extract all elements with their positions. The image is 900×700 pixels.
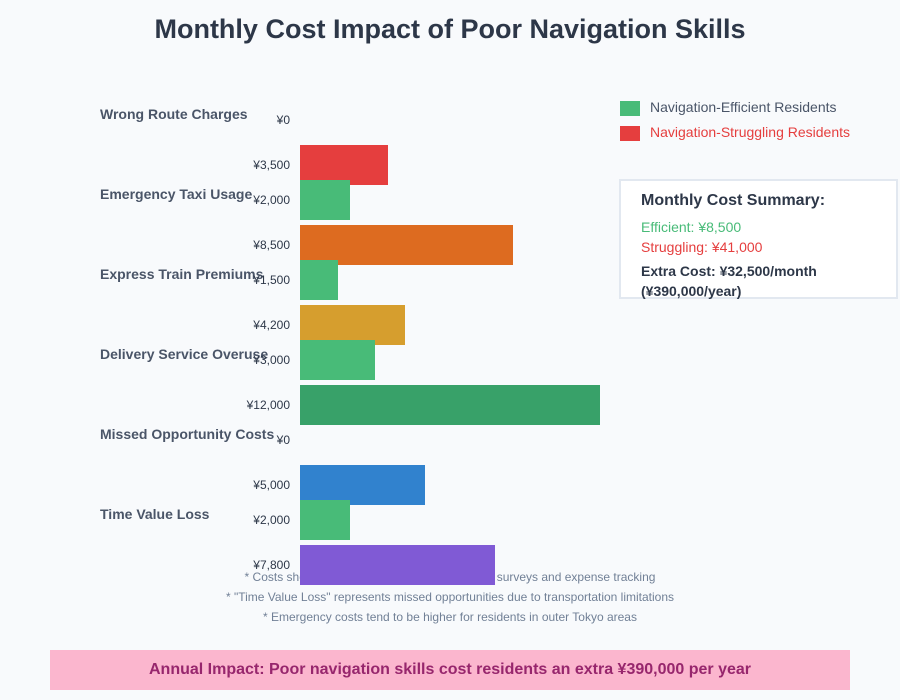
legend-label-efficient: Navigation-Efficient Residents [650, 99, 837, 115]
value-label: ¥2,000 [253, 513, 290, 527]
chart-title: Monthly Cost Impact of Poor Navigation S… [154, 14, 746, 44]
summary-struggling: Struggling: ¥41,000 [641, 239, 763, 255]
value-label: ¥5,000 [253, 478, 290, 492]
value-label: ¥12,000 [246, 398, 290, 412]
bar-struggling [300, 305, 405, 345]
value-label: ¥0 [276, 113, 290, 127]
category-label: Time Value Loss [100, 506, 210, 522]
bar-struggling [300, 465, 425, 505]
value-label: ¥3,000 [253, 353, 290, 367]
bar-efficient [300, 340, 375, 380]
value-label: ¥0 [276, 433, 290, 447]
category-label: Wrong Route Charges [100, 106, 248, 122]
legend-swatch-efficient [620, 100, 640, 116]
category-label: Missed Opportunity Costs [100, 426, 275, 442]
value-label: ¥8,500 [253, 238, 290, 252]
footnote: * Emergency costs tend to be higher for … [263, 610, 637, 624]
bar-struggling [300, 385, 600, 425]
legend-swatch-struggling [620, 125, 640, 141]
legend-label-struggling: Navigation-Struggling Residents [650, 124, 850, 140]
cost-summary-box: Monthly Cost Summary: Efficient: ¥8,500 … [619, 179, 898, 299]
category-label: Delivery Service Overuse [100, 346, 269, 362]
category-label: Express Train Premiums [100, 266, 264, 282]
value-label: ¥4,200 [253, 318, 290, 332]
bar-struggling [300, 145, 388, 185]
value-label: ¥2,000 [253, 193, 290, 207]
summary-extra: Extra Cost: ¥32,500/month [641, 263, 817, 279]
bar-struggling [300, 225, 513, 265]
value-label: ¥3,500 [253, 158, 290, 172]
summary-yearly: (¥390,000/year) [641, 283, 742, 299]
legend-item-efficient: Navigation-Efficient Residents [620, 99, 837, 116]
value-label: ¥7,800 [253, 558, 290, 572]
bar-efficient [300, 180, 350, 220]
category-label: Emergency Taxi Usage [100, 186, 253, 202]
bar-efficient [300, 500, 350, 540]
value-label: ¥1,500 [253, 273, 290, 287]
summary-efficient: Efficient: ¥8,500 [641, 219, 742, 235]
summary-heading: Monthly Cost Summary: [641, 192, 826, 209]
annual-impact-banner: Annual Impact: Poor navigation skills co… [50, 650, 850, 690]
footnote: * "Time Value Loss" represents missed op… [225, 590, 675, 604]
legend-item-struggling: Navigation-Struggling Residents [620, 124, 850, 141]
bar-efficient [300, 260, 338, 300]
bar-struggling [300, 545, 495, 585]
